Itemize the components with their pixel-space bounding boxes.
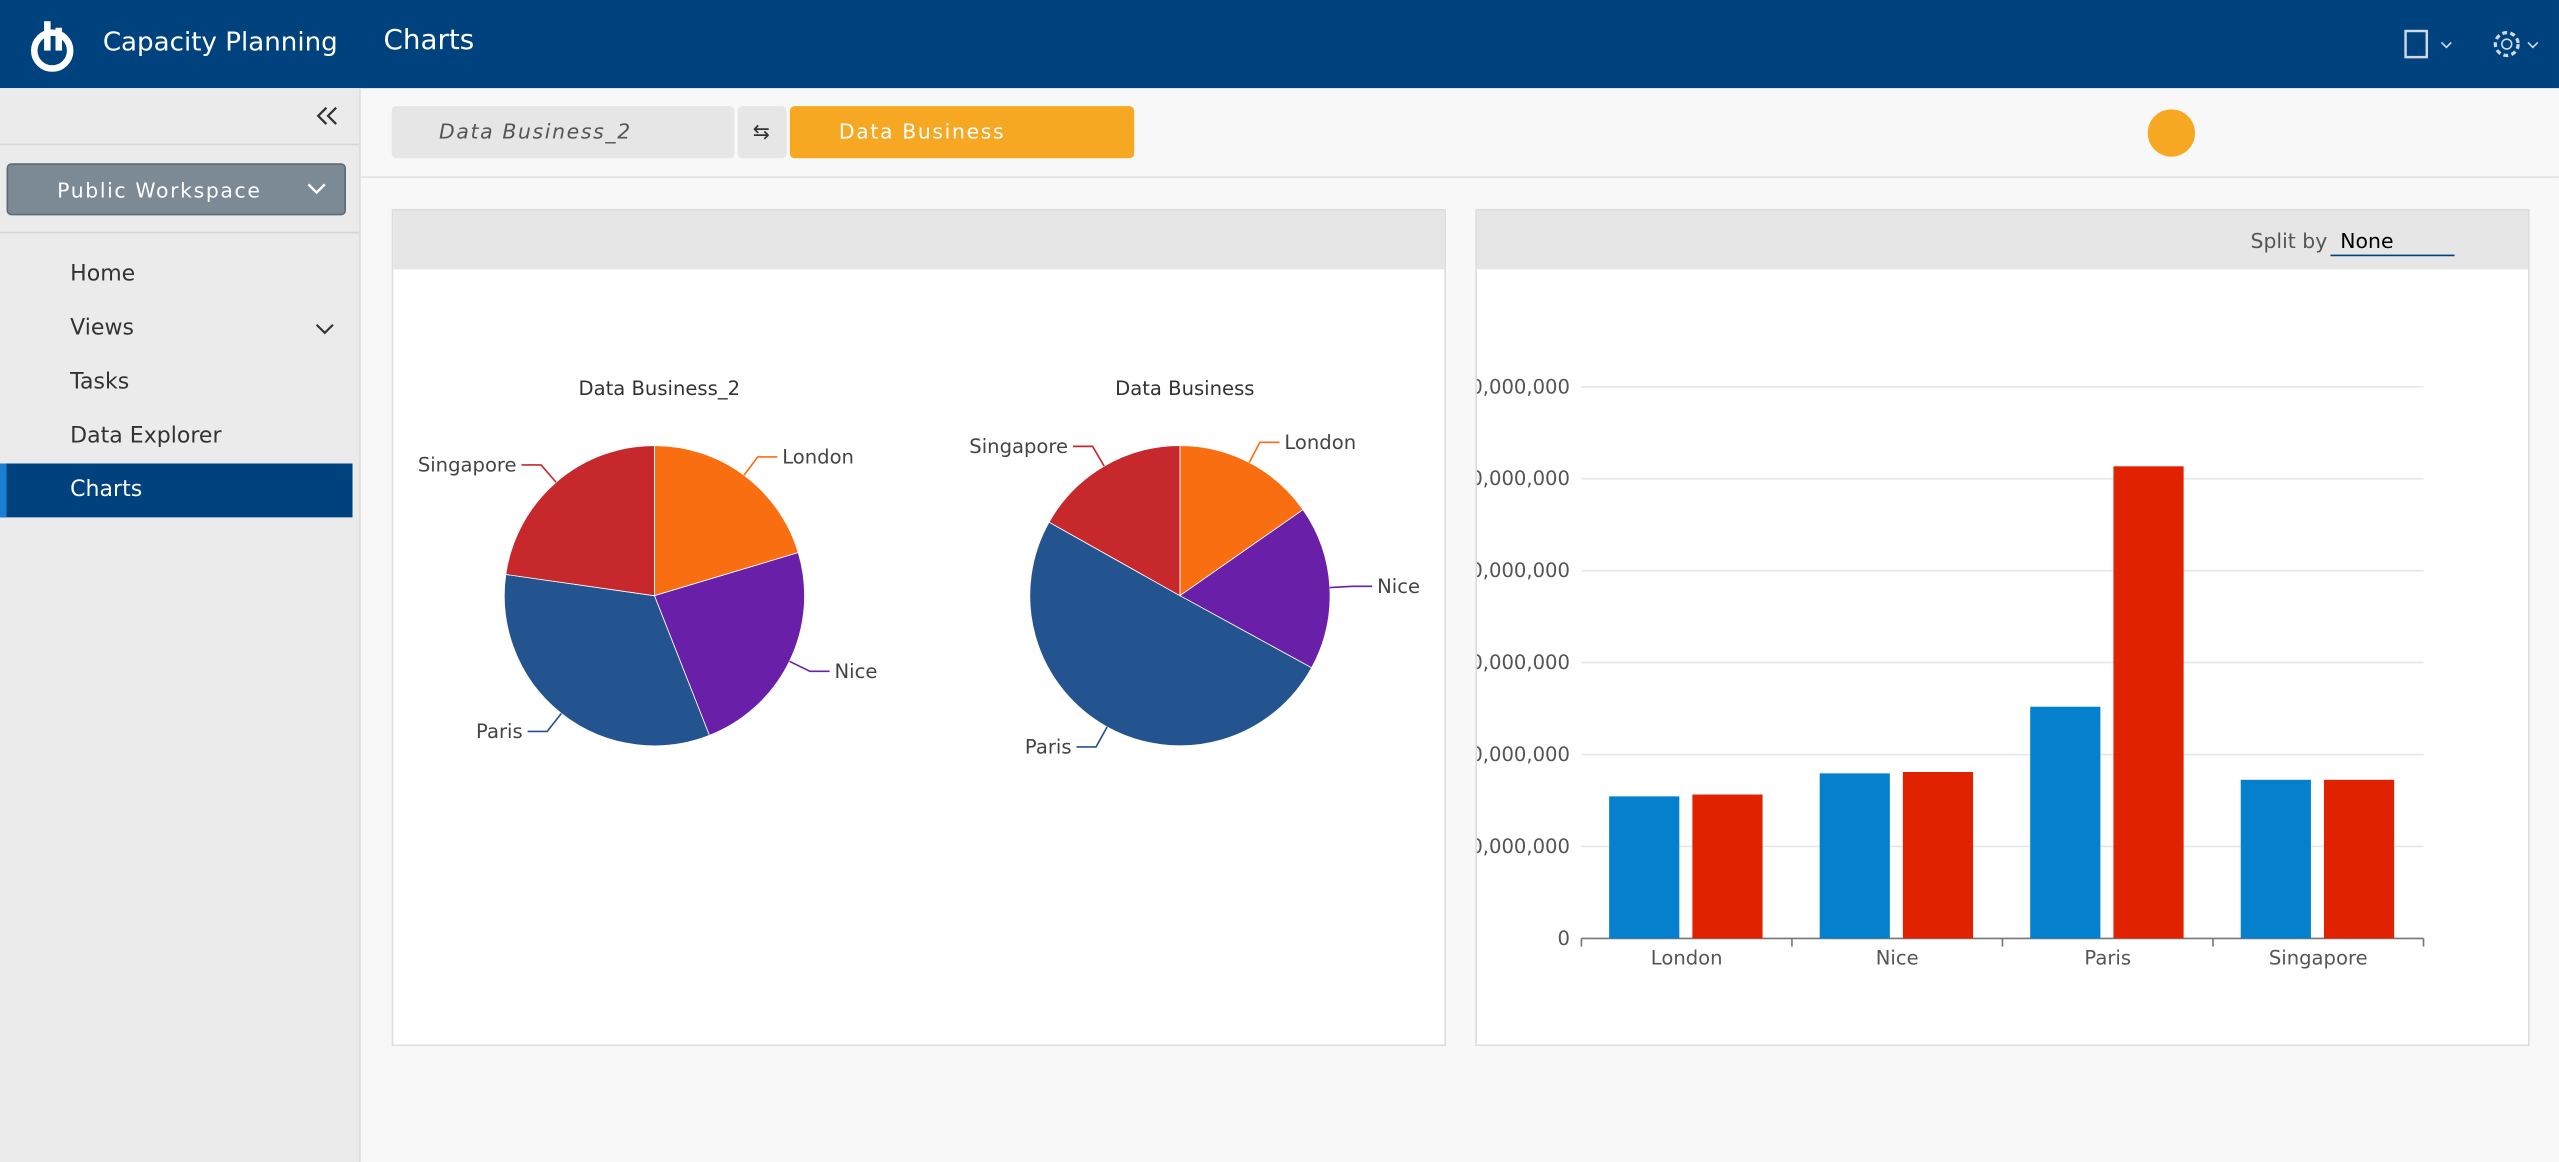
nav-label: Tasks — [70, 368, 130, 395]
bar — [2030, 706, 2101, 939]
pie-title: Data Business — [1115, 377, 1254, 400]
nav-label: Views — [70, 314, 134, 342]
x-tick-label: Nice — [1876, 947, 1919, 970]
pie-slice — [505, 445, 655, 597]
source-a-select[interactable]: Data Business_2 — [391, 106, 735, 159]
nav-home[interactable]: Home — [0, 248, 353, 302]
tasks-menu[interactable] — [2402, 28, 2457, 61]
leader-line — [521, 464, 557, 483]
bar — [1692, 794, 1763, 939]
collapse-button[interactable] — [313, 104, 339, 127]
leader-line — [1248, 441, 1280, 463]
pie-label: Nice — [834, 660, 877, 683]
pie-slice — [503, 573, 710, 747]
pie-label: Paris — [476, 720, 523, 743]
nav-label: Charts — [70, 476, 143, 503]
y-tick-label: 60,000,000 — [1458, 651, 1570, 674]
leader-line — [1329, 585, 1373, 589]
y-tick-label: 0 — [1558, 927, 1570, 950]
nav-charts[interactable]: Charts — [0, 463, 353, 518]
bar — [1609, 796, 1680, 939]
top-bar: Capacity Planning Charts — [0, 0, 2559, 89]
copy-button[interactable] — [2147, 109, 2196, 157]
bar — [1902, 771, 1974, 939]
split-label: Split by — [2250, 228, 2328, 253]
pie-label: Singapore — [969, 435, 1068, 458]
pie-label: Nice — [1377, 575, 1420, 598]
split-value: None — [2340, 228, 2394, 253]
bar — [1819, 773, 1890, 939]
bar — [2323, 779, 2395, 939]
swap-button[interactable]: ⇆ — [737, 106, 787, 159]
pie-slice — [1179, 509, 1331, 669]
x-tick-label: Singapore — [2269, 947, 2368, 970]
nav-data-explorer[interactable]: Data Explorer — [0, 410, 353, 464]
y-tick-label: 20,000,000 — [1458, 835, 1570, 858]
leader-line — [1072, 445, 1105, 467]
source-a: Data Business_2 — [439, 119, 632, 144]
bar — [2240, 779, 2311, 939]
pie-label: London — [1284, 431, 1356, 454]
logo — [31, 21, 74, 72]
pie-label: Singapore — [418, 454, 517, 477]
app-title[interactable]: Capacity Planning — [102, 26, 338, 58]
nav-views[interactable]: Views — [0, 302, 353, 356]
pie-slice — [1048, 445, 1181, 597]
x-tick-label: London — [1651, 947, 1723, 970]
settings-menu[interactable] — [2489, 26, 2544, 62]
leader-line — [789, 660, 830, 673]
workspace-name: Public Workspace — [57, 177, 262, 203]
sidebar: Public Workspace Home Views Tasks Data E… — [0, 88, 361, 1162]
pie-slice — [653, 552, 805, 736]
source-b-select[interactable]: Data Business — [789, 106, 1135, 159]
leader-line — [527, 712, 562, 733]
workspace-select[interactable]: Public Workspace — [6, 163, 346, 216]
nav-label: Data Explorer — [70, 422, 222, 449]
pie-slice — [654, 445, 799, 597]
leader-line — [743, 456, 778, 476]
leader-line — [1076, 726, 1108, 748]
source-b: Data Business — [838, 119, 1006, 144]
nav-tasks[interactable]: Tasks — [0, 356, 353, 410]
bar — [2113, 466, 2184, 939]
pie-slice — [1179, 445, 1304, 597]
pie-label: London — [782, 445, 854, 468]
y-tick-label: 120,000,000 — [1445, 375, 1570, 398]
y-tick-label: 40,000,000 — [1458, 743, 1570, 766]
x-tick-label: Paris — [2084, 947, 2131, 970]
split-select[interactable]: None — [2330, 225, 2455, 257]
y-tick-label: 80,000,000 — [1458, 559, 1570, 582]
y-tick-label: 100,000,000 — [1445, 467, 1570, 490]
pie-title: Data Business_2 — [579, 377, 741, 400]
nav-label: Home — [70, 261, 136, 288]
page-title: Charts — [383, 24, 475, 58]
pie-slice — [1029, 521, 1313, 747]
pie-label: Paris — [1025, 735, 1072, 758]
